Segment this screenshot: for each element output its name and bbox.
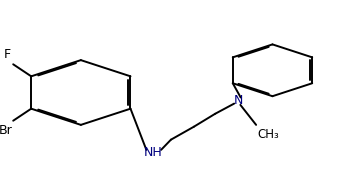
Text: F: F bbox=[4, 48, 11, 61]
Text: NH: NH bbox=[144, 146, 162, 159]
Text: Br: Br bbox=[0, 124, 13, 137]
Text: N: N bbox=[234, 94, 243, 107]
Text: CH₃: CH₃ bbox=[258, 128, 280, 141]
